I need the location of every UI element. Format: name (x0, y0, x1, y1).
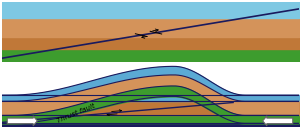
Text: Thrust fault: Thrust fault (56, 102, 96, 124)
